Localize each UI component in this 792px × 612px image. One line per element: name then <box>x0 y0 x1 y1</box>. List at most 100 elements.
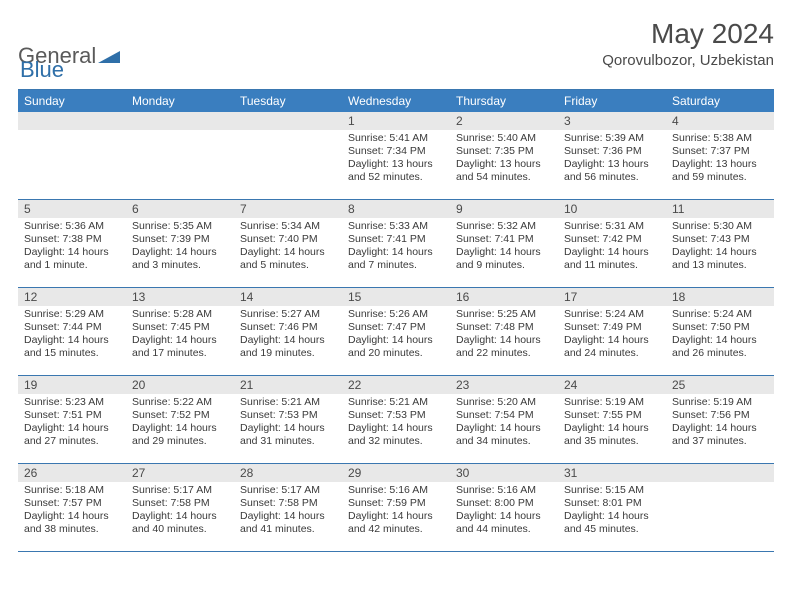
sunset-text: Sunset: 7:45 PM <box>132 321 228 334</box>
calendar-cell-empty <box>126 112 234 200</box>
day-number-bar: 28 <box>234 464 342 482</box>
daylight-text: Daylight: 14 hours and 45 minutes. <box>564 510 660 536</box>
sunrise-text: Sunrise: 5:30 AM <box>672 220 768 233</box>
day-number-bar: 3 <box>558 112 666 130</box>
day-number-bar: 20 <box>126 376 234 394</box>
day-number-bar: 24 <box>558 376 666 394</box>
day-details: Sunrise: 5:32 AMSunset: 7:41 PMDaylight:… <box>450 218 558 273</box>
day-number-bar: 4 <box>666 112 774 130</box>
sunset-text: Sunset: 7:53 PM <box>240 409 336 422</box>
daylight-text: Daylight: 14 hours and 9 minutes. <box>456 246 552 272</box>
day-number-bar: 29 <box>342 464 450 482</box>
day-number-bar: 31 <box>558 464 666 482</box>
sunrise-text: Sunrise: 5:19 AM <box>672 396 768 409</box>
sunset-text: Sunset: 8:00 PM <box>456 497 552 510</box>
daylight-text: Daylight: 14 hours and 29 minutes. <box>132 422 228 448</box>
calendar-cell: 19Sunrise: 5:23 AMSunset: 7:51 PMDayligh… <box>18 376 126 464</box>
weekday-sun: Sunday <box>18 90 126 112</box>
sunrise-text: Sunrise: 5:32 AM <box>456 220 552 233</box>
day-details: Sunrise: 5:21 AMSunset: 7:53 PMDaylight:… <box>342 394 450 449</box>
sunrise-text: Sunrise: 5:40 AM <box>456 132 552 145</box>
daylight-text: Daylight: 13 hours and 56 minutes. <box>564 158 660 184</box>
calendar-cell: 20Sunrise: 5:22 AMSunset: 7:52 PMDayligh… <box>126 376 234 464</box>
calendar-cell: 28Sunrise: 5:17 AMSunset: 7:58 PMDayligh… <box>234 464 342 552</box>
day-details: Sunrise: 5:16 AMSunset: 7:59 PMDaylight:… <box>342 482 450 537</box>
day-number-bar: 22 <box>342 376 450 394</box>
sunrise-text: Sunrise: 5:19 AM <box>564 396 660 409</box>
daylight-text: Daylight: 14 hours and 24 minutes. <box>564 334 660 360</box>
calendar-cell: 1Sunrise: 5:41 AMSunset: 7:34 PMDaylight… <box>342 112 450 200</box>
day-number-bar: 25 <box>666 376 774 394</box>
sunrise-text: Sunrise: 5:34 AM <box>240 220 336 233</box>
sunrise-text: Sunrise: 5:26 AM <box>348 308 444 321</box>
calendar-cell: 14Sunrise: 5:27 AMSunset: 7:46 PMDayligh… <box>234 288 342 376</box>
weekday-sat: Saturday <box>666 90 774 112</box>
weekday-fri: Friday <box>558 90 666 112</box>
weekday-thu: Thursday <box>450 90 558 112</box>
day-number-bar <box>234 112 342 130</box>
sunrise-text: Sunrise: 5:23 AM <box>24 396 120 409</box>
day-number-bar: 27 <box>126 464 234 482</box>
sunrise-text: Sunrise: 5:33 AM <box>348 220 444 233</box>
day-details: Sunrise: 5:27 AMSunset: 7:46 PMDaylight:… <box>234 306 342 361</box>
sunset-text: Sunset: 7:39 PM <box>132 233 228 246</box>
calendar-cell: 11Sunrise: 5:30 AMSunset: 7:43 PMDayligh… <box>666 200 774 288</box>
day-number-bar: 30 <box>450 464 558 482</box>
daylight-text: Daylight: 14 hours and 27 minutes. <box>24 422 120 448</box>
calendar-cell-empty <box>18 112 126 200</box>
sunset-text: Sunset: 7:50 PM <box>672 321 768 334</box>
day-details: Sunrise: 5:29 AMSunset: 7:44 PMDaylight:… <box>18 306 126 361</box>
sunset-text: Sunset: 7:44 PM <box>24 321 120 334</box>
daylight-text: Daylight: 14 hours and 34 minutes. <box>456 422 552 448</box>
sunrise-text: Sunrise: 5:27 AM <box>240 308 336 321</box>
day-details: Sunrise: 5:30 AMSunset: 7:43 PMDaylight:… <box>666 218 774 273</box>
daylight-text: Daylight: 14 hours and 11 minutes. <box>564 246 660 272</box>
day-number-bar: 19 <box>18 376 126 394</box>
daylight-text: Daylight: 14 hours and 5 minutes. <box>240 246 336 272</box>
sunset-text: Sunset: 7:38 PM <box>24 233 120 246</box>
sunrise-text: Sunrise: 5:31 AM <box>564 220 660 233</box>
sunrise-text: Sunrise: 5:41 AM <box>348 132 444 145</box>
daylight-text: Daylight: 14 hours and 37 minutes. <box>672 422 768 448</box>
sunset-text: Sunset: 8:01 PM <box>564 497 660 510</box>
calendar-cell: 17Sunrise: 5:24 AMSunset: 7:49 PMDayligh… <box>558 288 666 376</box>
sunrise-text: Sunrise: 5:24 AM <box>564 308 660 321</box>
sunrise-text: Sunrise: 5:21 AM <box>240 396 336 409</box>
day-details: Sunrise: 5:24 AMSunset: 7:50 PMDaylight:… <box>666 306 774 361</box>
calendar-cell: 22Sunrise: 5:21 AMSunset: 7:53 PMDayligh… <box>342 376 450 464</box>
sunrise-text: Sunrise: 5:38 AM <box>672 132 768 145</box>
daylight-text: Daylight: 14 hours and 13 minutes. <box>672 246 768 272</box>
sunrise-text: Sunrise: 5:21 AM <box>348 396 444 409</box>
day-number-bar: 9 <box>450 200 558 218</box>
day-details: Sunrise: 5:23 AMSunset: 7:51 PMDaylight:… <box>18 394 126 449</box>
day-details: Sunrise: 5:28 AMSunset: 7:45 PMDaylight:… <box>126 306 234 361</box>
day-details: Sunrise: 5:40 AMSunset: 7:35 PMDaylight:… <box>450 130 558 185</box>
day-details: Sunrise: 5:33 AMSunset: 7:41 PMDaylight:… <box>342 218 450 273</box>
sunrise-text: Sunrise: 5:22 AM <box>132 396 228 409</box>
daylight-text: Daylight: 14 hours and 20 minutes. <box>348 334 444 360</box>
sunrise-text: Sunrise: 5:25 AM <box>456 308 552 321</box>
day-number-bar <box>666 464 774 482</box>
day-number-bar: 11 <box>666 200 774 218</box>
day-number-bar: 10 <box>558 200 666 218</box>
sunrise-text: Sunrise: 5:17 AM <box>240 484 336 497</box>
daylight-text: Daylight: 14 hours and 42 minutes. <box>348 510 444 536</box>
day-details: Sunrise: 5:41 AMSunset: 7:34 PMDaylight:… <box>342 130 450 185</box>
daylight-text: Daylight: 13 hours and 52 minutes. <box>348 158 444 184</box>
daylight-text: Daylight: 14 hours and 31 minutes. <box>240 422 336 448</box>
calendar-cell: 21Sunrise: 5:21 AMSunset: 7:53 PMDayligh… <box>234 376 342 464</box>
sunrise-text: Sunrise: 5:24 AM <box>672 308 768 321</box>
day-details: Sunrise: 5:20 AMSunset: 7:54 PMDaylight:… <box>450 394 558 449</box>
calendar-cell: 6Sunrise: 5:35 AMSunset: 7:39 PMDaylight… <box>126 200 234 288</box>
day-number-bar: 1 <box>342 112 450 130</box>
sunrise-text: Sunrise: 5:20 AM <box>456 396 552 409</box>
day-number-bar: 12 <box>18 288 126 306</box>
calendar-cell: 29Sunrise: 5:16 AMSunset: 7:59 PMDayligh… <box>342 464 450 552</box>
sunrise-text: Sunrise: 5:28 AM <box>132 308 228 321</box>
sunset-text: Sunset: 7:55 PM <box>564 409 660 422</box>
sunrise-text: Sunrise: 5:16 AM <box>456 484 552 497</box>
day-number-bar: 6 <box>126 200 234 218</box>
day-number-bar: 26 <box>18 464 126 482</box>
sunset-text: Sunset: 7:35 PM <box>456 145 552 158</box>
day-number-bar: 16 <box>450 288 558 306</box>
